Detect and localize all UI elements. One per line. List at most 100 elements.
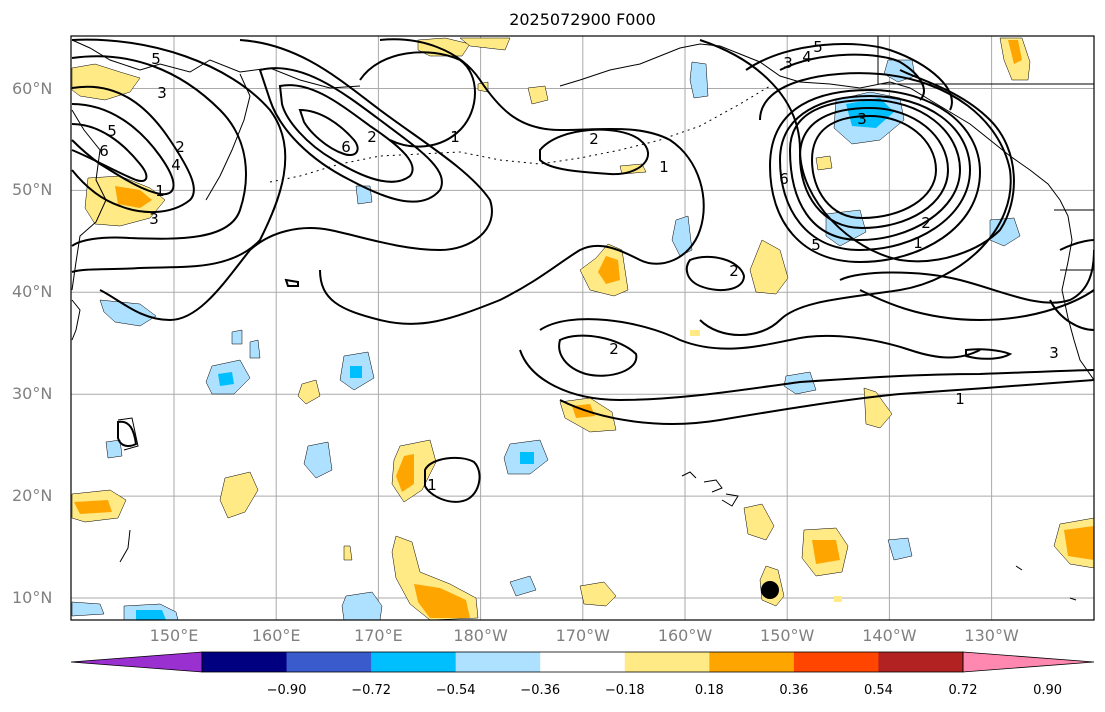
latitude-label: 20°N	[12, 486, 53, 506]
contour-label: 5	[811, 236, 821, 254]
colorbar-segment	[624, 652, 710, 672]
longitude-label: 160°W	[657, 626, 713, 645]
colorbar-segment	[202, 652, 288, 672]
contour-line	[559, 379, 1094, 425]
negative-anomaly	[105, 439, 123, 459]
negative-anomaly	[99, 299, 157, 327]
contour-line	[859, 289, 1094, 322]
coastlines	[71, 36, 1094, 601]
small-islands	[117, 417, 1077, 601]
contour-line	[71, 85, 195, 214]
contour-line	[685, 255, 746, 292]
longitude-label: 150°W	[760, 626, 815, 645]
contour-line	[558, 334, 638, 377]
contour-label: 2	[921, 214, 931, 232]
alaska-coastline	[559, 43, 1094, 381]
contour-line	[965, 348, 1013, 360]
colorbar-segment	[878, 652, 964, 672]
contour-labels: 5 6 2 4 3 1 3 5 6 2 1 2 1 3 4 5 6 5 1 2 …	[99, 38, 1059, 494]
contour-line	[71, 38, 287, 273]
contour-label: 6	[341, 138, 351, 156]
contour-line	[778, 94, 972, 252]
longitude-label: 160°E	[251, 626, 301, 645]
contour-line	[745, 43, 953, 111]
contour-line	[71, 103, 175, 196]
positive-anomaly-core	[74, 500, 112, 514]
positive-anomaly	[219, 471, 259, 519]
contour-label: 6	[99, 142, 109, 160]
colorbar-segment	[371, 652, 457, 672]
contour-label: 5	[151, 50, 161, 68]
positive-anomaly-core	[598, 256, 620, 284]
contour-label: 1	[427, 476, 437, 494]
colorbar-tick-label: −0.18	[604, 683, 645, 698]
negative-anomaly-core	[350, 366, 362, 378]
contour-label: 1	[913, 234, 923, 252]
colorbar-tick-label: 0.90	[1033, 683, 1063, 698]
latitude-label: 30°N	[12, 384, 53, 404]
negative-anomaly	[689, 61, 709, 99]
positive-anomaly	[815, 155, 833, 171]
negative-anomaly-core	[846, 98, 894, 128]
contour-label: 2	[175, 138, 185, 156]
contour-line	[284, 278, 299, 287]
positive-anomaly	[749, 239, 789, 295]
contour-label: 3	[1049, 344, 1059, 362]
contour-label: 2	[589, 130, 599, 148]
contour-label: 3	[857, 110, 867, 128]
contour-line	[71, 55, 247, 247]
colorbar-frame	[201, 651, 964, 673]
colorbar-tick-label: −0.90	[266, 683, 307, 698]
colorbar	[70, 651, 1095, 673]
positive-anomaly	[579, 581, 617, 607]
positive-anomaly-core	[812, 540, 840, 564]
colorbar-segment	[455, 652, 541, 672]
negative-anomaly	[303, 441, 333, 479]
positive-anomaly	[297, 379, 321, 405]
positive-anomaly	[459, 37, 511, 51]
colorbar-segment	[286, 652, 372, 672]
contour-label: 1	[450, 128, 460, 146]
colorbar-tick-label: −0.36	[520, 683, 561, 698]
latitude-label: 60°N	[12, 78, 53, 98]
negative-anomaly-core	[136, 610, 166, 620]
contour-line	[71, 123, 148, 182]
contour-label: 6	[779, 170, 789, 188]
colorbar-tick-label: −0.72	[351, 683, 392, 698]
colorbar-tick-label: 0.18	[694, 683, 724, 698]
positive-anomaly-core	[396, 454, 414, 492]
contour-line	[319, 38, 705, 325]
contour-label: 1	[155, 182, 165, 200]
negative-anomaly-core	[218, 372, 234, 386]
contours	[71, 38, 1094, 503]
contour-label: 1	[955, 390, 965, 408]
contour-line	[810, 114, 938, 220]
longitude-label: 150°E	[149, 626, 199, 645]
contour-label: 3	[149, 210, 159, 228]
hawaii-islands	[681, 471, 739, 507]
contour-line	[798, 106, 950, 230]
contour-line	[278, 84, 414, 183]
negative-anomaly	[341, 591, 383, 620]
positive-anomaly	[743, 503, 775, 541]
latitude-label: 10°N	[12, 588, 53, 607]
contour-label: 2	[609, 340, 619, 358]
contour-label: 1	[659, 158, 669, 176]
negative-anomaly	[887, 537, 913, 561]
contour-label: 5	[107, 122, 117, 140]
colorbar-tick-label: 0.72	[948, 683, 978, 698]
shaded-anomalies	[71, 37, 1094, 620]
longitude-label: 180°W	[453, 626, 508, 645]
contour-label: 5	[813, 38, 823, 56]
longitude-label: 170°E	[354, 626, 403, 645]
map-frame	[70, 35, 1095, 621]
contour-line	[539, 318, 981, 359]
colorbar-tick-label: 0.54	[863, 683, 893, 698]
longitude-label: 140°W	[862, 626, 917, 645]
contour-label: 2	[367, 128, 377, 146]
contour-line	[117, 420, 138, 447]
contour-line	[258, 67, 443, 203]
contour-line	[768, 88, 982, 264]
location-marker	[761, 581, 779, 599]
